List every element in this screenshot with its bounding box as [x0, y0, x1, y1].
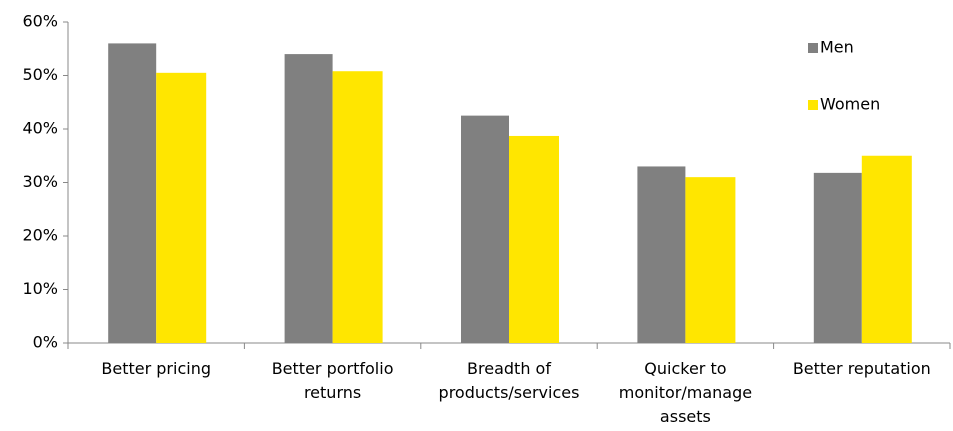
legend-label: Men — [820, 38, 854, 57]
x-tick-label-line: Better reputation — [793, 359, 931, 378]
bar — [813, 172, 862, 343]
x-tick-label: Better portfolio returns — [272, 359, 394, 402]
y-tick-label: 20% — [22, 226, 58, 245]
x-tick-label: Quicker to monitor/manage assets — [619, 359, 752, 426]
y-tick-label: 30% — [22, 172, 58, 191]
bar — [637, 166, 686, 343]
y-tick-label: 50% — [22, 65, 58, 84]
bar — [461, 115, 509, 343]
legend-swatch — [808, 100, 818, 110]
y-tick-label: 60% — [22, 12, 58, 31]
bar — [685, 177, 736, 343]
bar — [509, 135, 559, 343]
x-tick-label-line: Quicker to — [644, 359, 726, 378]
legend-label: Women — [820, 95, 880, 114]
legend-swatch — [808, 43, 818, 53]
x-tick-label: Better pricing — [101, 359, 211, 378]
x-tick-label-line: assets — [660, 407, 711, 426]
x-tick-label-line: Better portfolio — [272, 359, 394, 378]
x-tick-label-line: returns — [304, 383, 361, 402]
bar — [284, 54, 333, 343]
x-tick-label-line: Breadth of — [467, 359, 551, 378]
x-tick-label-line: Better pricing — [101, 359, 211, 378]
bar — [108, 43, 157, 344]
y-tick-label: 40% — [22, 119, 58, 138]
bar — [156, 72, 207, 343]
bar — [861, 155, 912, 343]
bar — [332, 71, 383, 343]
y-tick-label: 0% — [33, 333, 58, 352]
x-tick-label-line: products/services — [439, 383, 580, 402]
x-tick-label: Better reputation — [793, 359, 931, 378]
y-tick-label: 10% — [22, 279, 58, 298]
x-tick-label: Breadth of products/services — [439, 359, 580, 402]
x-tick-label-line: monitor/manage — [619, 383, 752, 402]
